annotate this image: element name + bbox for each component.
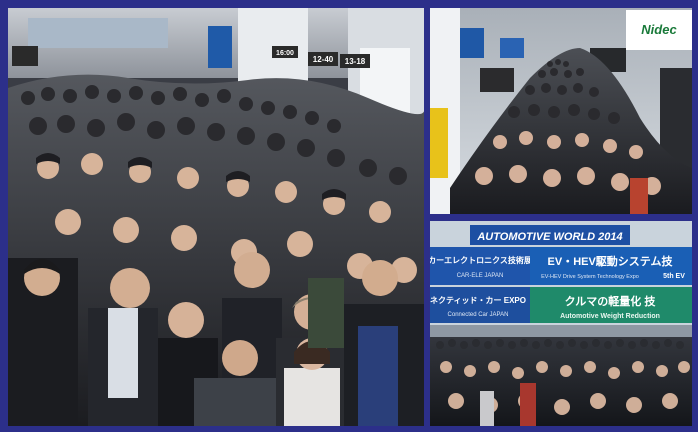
expo-entrance-photo: AUTOMOTIVE WORLD 2014 カーエレクトロニクス技術展 CAR-… bbox=[430, 221, 692, 426]
nidec-sign bbox=[626, 10, 692, 50]
crowd-photo-large: 12-40 13-18 16:00 bbox=[8, 8, 424, 426]
hall-sign-1-text: 12-40 bbox=[313, 55, 334, 64]
crowd-photo-hall: Nidec bbox=[430, 8, 692, 214]
banner-connected-car-text: ネクティッド・カー EXPO bbox=[430, 295, 526, 305]
hall-sign-3 bbox=[272, 46, 298, 58]
banner-weight-reduction-sub: Automotive Weight Reduction bbox=[560, 313, 660, 320]
banner-ev-hev-tag: 5th EV bbox=[663, 273, 685, 280]
nidec-sign-text: Nidec bbox=[641, 22, 677, 37]
banner-ev-hev-sub: EV-HEV Drive System Technology Expo bbox=[541, 274, 639, 280]
banner-car-ele bbox=[430, 247, 530, 285]
hall-sign-2 bbox=[340, 54, 370, 68]
hall-sign-2-text: 13-18 bbox=[345, 57, 366, 66]
banner-ev-hev-text: EV・HEV駆動システム技 bbox=[548, 254, 674, 268]
banner-connected-car-sub: Connected Car JAPAN bbox=[448, 312, 509, 318]
banner-car-ele-text: カーエレクトロニクス技術展 bbox=[430, 255, 532, 265]
hall-sign-3-text: 16:00 bbox=[276, 50, 294, 57]
banner-connected-car bbox=[430, 287, 530, 323]
banner-title-text: AUTOMOTIVE WORLD 2014 bbox=[476, 231, 622, 243]
hall-sign-1 bbox=[308, 52, 338, 66]
banner-weight-reduction-text: クルマの軽量化 技 bbox=[565, 294, 657, 308]
banner-ev-hev bbox=[530, 247, 692, 285]
banner-title bbox=[470, 225, 630, 245]
banner-weight-reduction bbox=[530, 287, 692, 323]
banner-car-ele-sub: CAR-ELE JAPAN bbox=[457, 273, 504, 279]
